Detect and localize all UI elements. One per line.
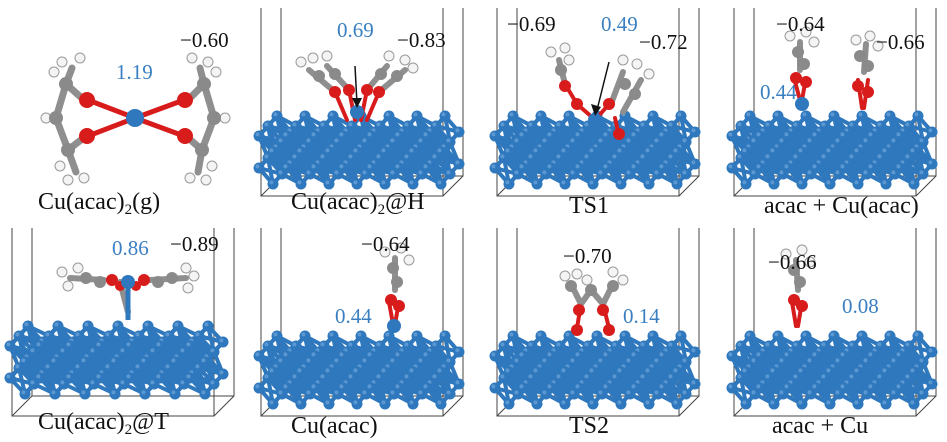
molecule-ts2 [559, 266, 629, 336]
gas-phase-molecule-render [40, 52, 231, 186]
molecule-cu-acac2-hollow [295, 50, 419, 122]
molecule-acac-and-cu [780, 244, 816, 328]
panel-ts1: −0.69 0.49 −0.72 TS1 [473, 0, 709, 219]
charge-label-cu: 0.86 [112, 236, 149, 260]
panel-cu-acac2-hollow: 0.69 −0.83 Cu(acac)2@H [237, 0, 473, 219]
slab-scene [253, 8, 465, 197]
charge-label-cu: 0.14 [623, 304, 660, 328]
panel-acac-plus-cu-acac: −0.64 −0.66 0.44 acac + Cu(acac) [710, 0, 946, 219]
panel-caption: Cu(acac)2@H [291, 189, 425, 218]
arrow-head [352, 98, 362, 108]
charge-label-o-right: −0.66 [876, 30, 925, 54]
annotation-arrow [596, 61, 610, 111]
charge-label-cu: 0.49 [601, 12, 638, 36]
annotation-arrow [354, 65, 358, 105]
cu-slab [4, 320, 229, 400]
charge-label-o-right: −0.72 [639, 30, 688, 54]
panel-caption: Cu(acac)2(g) [38, 189, 161, 218]
molecule-cu-acac2-gas [40, 52, 231, 186]
slab-scene [489, 228, 701, 417]
charge-label-cu: 0.44 [760, 80, 797, 104]
panel-caption: acac + Cu [772, 413, 869, 439]
charge-label-o-left: −0.64 [776, 12, 825, 36]
panel-caption: acac + Cu(acac) [764, 193, 919, 219]
charge-label-o: −0.66 [768, 250, 817, 274]
charge-label-o: −0.89 [170, 232, 219, 256]
molecule-cu-acac [379, 242, 415, 333]
cu-slab [253, 110, 465, 190]
cu-slab [489, 330, 701, 410]
charge-label-cu: 1.19 [116, 60, 153, 84]
panel-acac-plus-cu: −0.66 0.08 acac + Cu [710, 220, 946, 439]
molecule-acac-and-cu-acac [784, 26, 884, 111]
slab-scene [726, 8, 938, 197]
cu-slab [253, 330, 465, 410]
charge-label-o: −0.64 [361, 232, 410, 256]
charge-label-o: −0.70 [563, 244, 612, 268]
cu-slab [726, 330, 938, 410]
panel-caption: TS2 [569, 413, 610, 439]
charge-label-cu: 0.69 [337, 18, 374, 42]
panel-caption: Cu(acac) [291, 413, 378, 439]
charge-label-o-left: −0.69 [507, 12, 556, 36]
slab-scene [726, 228, 938, 417]
molecule-cu-acac2-top [56, 262, 200, 320]
panel-caption: TS1 [569, 193, 610, 219]
slab-scene [4, 228, 235, 417]
panel-ts2: −0.70 0.14 TS2 [473, 220, 709, 439]
charge-label-o: −0.60 [180, 28, 229, 52]
cu-slab [726, 110, 938, 190]
arrow-head [591, 104, 601, 116]
charge-label-o: −0.83 [397, 28, 446, 52]
panel-caption: Cu(acac)2@T [38, 409, 169, 438]
slab-scene [253, 228, 465, 417]
cu-slab [489, 110, 701, 190]
charge-label-cu: 0.08 [842, 294, 879, 318]
panel-cu-acac2-gas: 1.19 −0.60 Cu(acac)2(g) [0, 0, 236, 219]
slab-scene [489, 8, 701, 197]
panel-cu-acac: −0.64 0.44 Cu(acac) [237, 220, 473, 439]
charge-label-cu: 0.44 [335, 304, 372, 328]
molecule-ts1 [545, 42, 655, 140]
panel-cu-acac2-top: 0.86 −0.89 Cu(acac)2@T [0, 220, 236, 439]
